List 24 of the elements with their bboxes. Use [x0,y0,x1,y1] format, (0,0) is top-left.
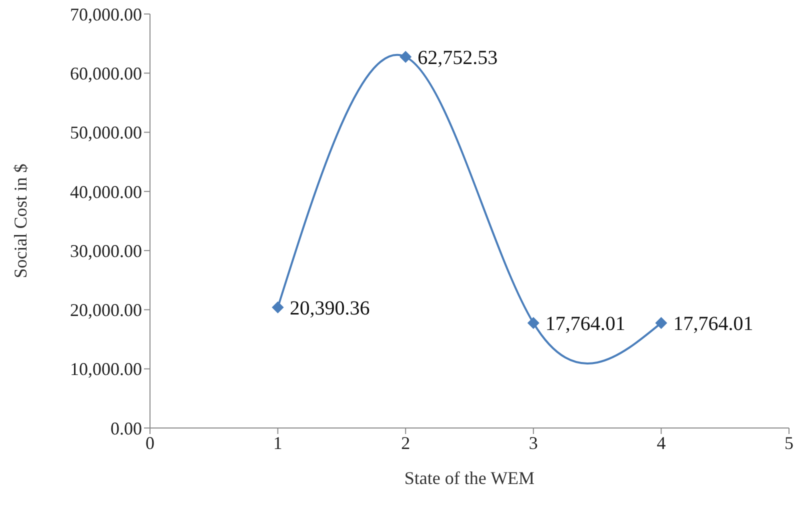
y-tick-label: 20,000.00 [70,300,142,320]
point [272,301,284,314]
x-tick-label: 3 [528,432,538,453]
data-label: 17,764.01 [673,312,754,335]
x-tick-label: 0 [146,432,154,453]
data-label: 62,752.53 [418,46,498,69]
x-tick-label: 5 [784,432,794,453]
point [527,316,540,329]
y-axis-title: Social Cost in $ [10,164,30,278]
x-tick-label: 2 [401,432,410,453]
point [655,316,668,329]
x-tick-label: 1 [273,432,282,453]
data-label: 17,764.01 [545,312,626,335]
x-tick-label: 4 [656,432,666,453]
y-tick-label: 70,000.00 [70,4,142,24]
y-tick-label: 30,000.00 [70,240,142,261]
y-tick-label: 40,000.00 [70,182,142,202]
y-tick-label: 10,000.00 [70,359,142,380]
point [400,50,412,63]
y-tick-label: 50,000.00 [70,122,142,143]
y-tick-label: 0.00 [110,418,142,438]
x-axis-title: State of the WEM [404,468,535,488]
data-label: 20,390.36 [290,297,370,320]
y-tick-label: 60,000.00 [70,64,142,84]
